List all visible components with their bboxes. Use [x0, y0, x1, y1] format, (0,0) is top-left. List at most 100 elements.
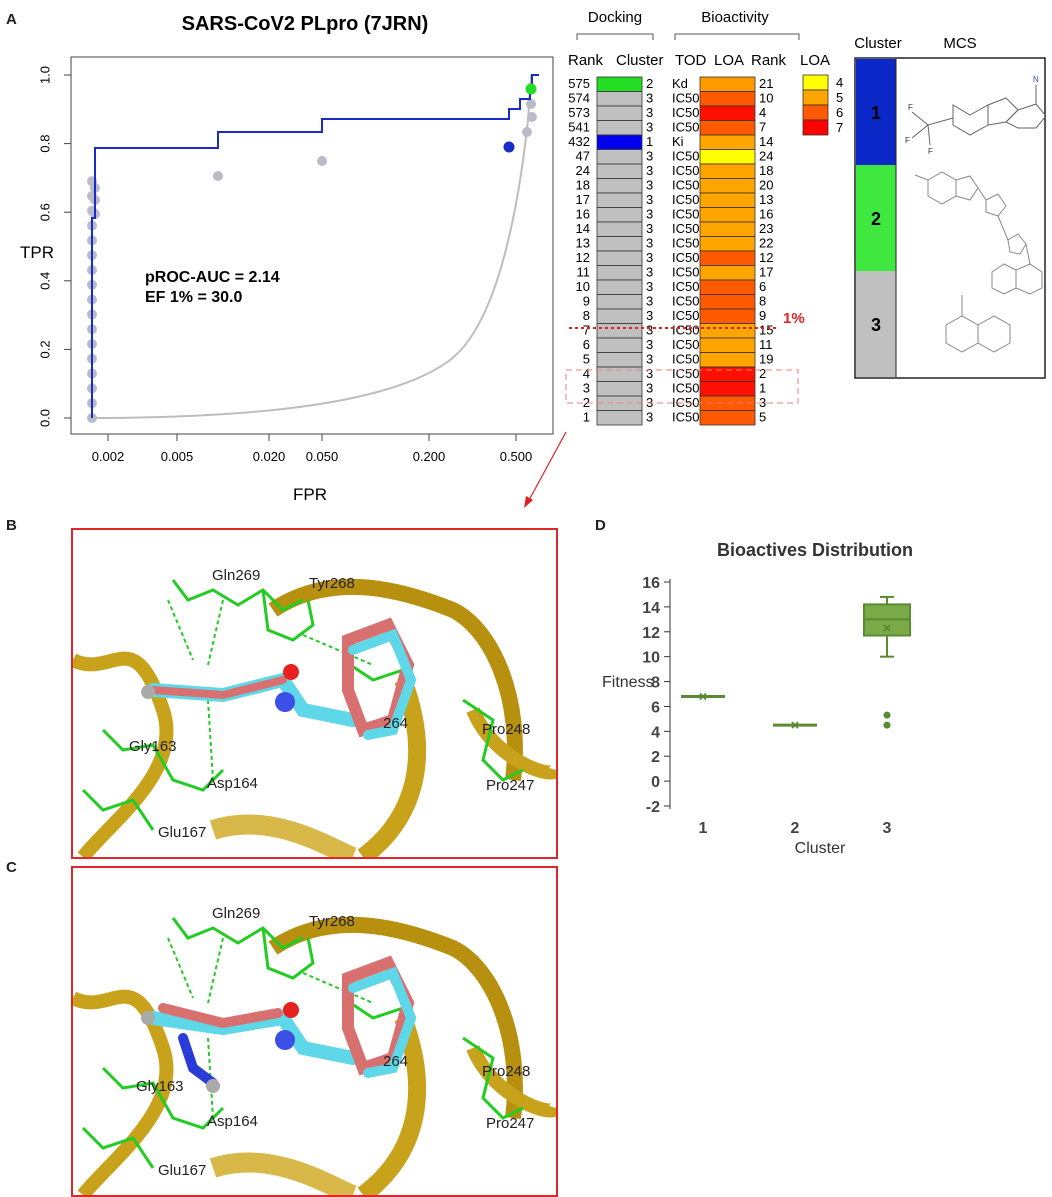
ranking-table: Docking Bioactivity Rank Cluster TOD LOA… [565, 9, 843, 426]
docking-rank: 5 [583, 352, 590, 367]
loa-cell [699, 178, 756, 194]
roc-ef-annotation: EF 1% = 30.0 [145, 289, 242, 306]
bioactivity-rank: 24 [759, 149, 773, 164]
mcs-structure-2 [914, 171, 1043, 295]
table-row: 24 3 IC50 18 [576, 163, 773, 179]
roc-y-tick-label: 0.2 [37, 340, 52, 358]
cluster-value: 3 [646, 120, 653, 135]
legend-swatch [802, 74, 829, 91]
mcs-structure-3 [945, 295, 1011, 353]
bioactivity-rank: 21 [759, 76, 773, 91]
tod-value: IC50 [672, 236, 699, 251]
loa-cell [699, 250, 756, 266]
mcs-header-cluster: Cluster [854, 35, 902, 52]
docking-rank: 432 [568, 134, 590, 149]
bioactivity-rank: 20 [759, 178, 773, 193]
table-row: 3 3 IC50 1 [583, 381, 766, 397]
roc-point [317, 156, 327, 166]
header-rank-bioactivity: Rank [751, 52, 787, 69]
docking-pose-c [71, 866, 558, 1197]
bioactivity-rank: 11 [759, 337, 773, 352]
cluster-cell [596, 236, 643, 252]
tod-value: IC50 [672, 294, 699, 309]
bioactivity-rank: 18 [759, 163, 773, 178]
docking-rank: 541 [568, 120, 590, 135]
roc-title: SARS-CoV2 PLpro (7JRN) [182, 13, 429, 35]
cluster-value: 3 [646, 294, 653, 309]
tod-value: IC50 [672, 337, 699, 352]
residue-label-asp164-c: Asp164 [207, 1113, 258, 1130]
tod-value: IC50 [672, 192, 699, 207]
legend-value: 4 [836, 75, 843, 90]
cluster-value: 3 [646, 352, 653, 367]
legend-value: 5 [836, 90, 843, 105]
ribbon-top [268, 578, 523, 781]
mcs-atom-f-2: F [905, 136, 910, 145]
residue-label-tyr268-b: Tyr268 [309, 575, 355, 592]
boxplot-y-label: Fitness [602, 674, 654, 691]
panel-label-a: A [6, 11, 17, 28]
boxplot-y-tick-label: 16 [642, 575, 660, 592]
tod-value: IC50 [672, 323, 699, 338]
boxplot-title: Bioactives Distribution [717, 540, 913, 560]
docking-rank: 573 [568, 105, 590, 120]
docking-rank: 16 [576, 207, 590, 222]
boxplot-y-tick-label: 0 [651, 774, 660, 791]
boxplot-y-tick-label: -2 [646, 799, 660, 816]
docking-rank: 12 [576, 250, 590, 265]
cluster-cell [596, 221, 643, 237]
loa-cell [699, 279, 756, 295]
boxplot-y-tick-label: 12 [642, 625, 660, 642]
ribbon-right [466, 1045, 556, 1118]
tod-value: IC50 [672, 149, 699, 164]
cluster-cell [596, 352, 643, 368]
table-row: 8 3 IC50 9 [583, 308, 766, 324]
legend-swatch [802, 89, 829, 106]
tod-value: IC50 [672, 366, 699, 381]
roc-chart: SARS-CoV2 PLpro (7JRN) 0.0 0.2 0.4 0.6 0.8 1.… [20, 13, 554, 504]
mcs-structure-1 [911, 85, 1047, 146]
tod-value: IC50 [672, 381, 699, 396]
tod-value: IC50 [672, 105, 699, 120]
loa-cell [699, 76, 756, 92]
roc-y-label: TPR [20, 243, 54, 262]
cluster-value: 3 [646, 337, 653, 352]
cluster-value: 3 [646, 163, 653, 178]
legend-value: 7 [836, 120, 843, 135]
cluster-cell [596, 308, 643, 324]
roc-point [526, 99, 536, 109]
roc-y-tick-label: 0.6 [37, 203, 52, 221]
docking-rank: 24 [576, 163, 590, 178]
tod-value: IC50 [672, 91, 699, 106]
roc-point [527, 112, 537, 122]
legend-swatch [802, 119, 829, 136]
table-row: 1 3 IC50 5 [583, 410, 766, 426]
boxplot-x-tick-label: 3 [883, 820, 892, 837]
cluster-cell [596, 265, 643, 281]
cluster-cell [596, 134, 643, 150]
docking-rank: 9 [583, 294, 590, 309]
boxplot-y-tick-label: 14 [642, 600, 660, 617]
docking-rank: 11 [577, 265, 591, 280]
loa-cell [699, 105, 756, 121]
residue-label-pro247-c: Pro247 [486, 1115, 535, 1132]
docking-rank: 8 [583, 308, 590, 323]
table-row: 574 3 IC50 10 [568, 91, 773, 107]
table-row: 18 3 IC50 20 [576, 178, 773, 194]
cluster-value: 3 [646, 236, 653, 251]
table-row: 47 3 IC50 24 [576, 149, 773, 165]
mcs-cluster-bar [856, 271, 896, 377]
tod-value: IC50 [672, 221, 699, 236]
legend-title: LOA [800, 52, 830, 69]
residue-label-pro248-c: Pro248 [482, 1063, 531, 1080]
cluster-value: 3 [646, 178, 653, 193]
bioactivity-bracket [674, 33, 800, 40]
table-row: 573 3 IC50 4 [568, 105, 766, 121]
loa-cell [699, 323, 756, 339]
cluster-cell [596, 149, 643, 165]
residue-label-glu167-b: Glu167 [158, 824, 207, 841]
loa-cell [699, 134, 756, 150]
table-row: 9 3 IC50 8 [583, 294, 766, 310]
loa-cell [699, 163, 756, 179]
mcs-panel: Cluster MCS 1 2 3 N F F F [854, 35, 1047, 379]
